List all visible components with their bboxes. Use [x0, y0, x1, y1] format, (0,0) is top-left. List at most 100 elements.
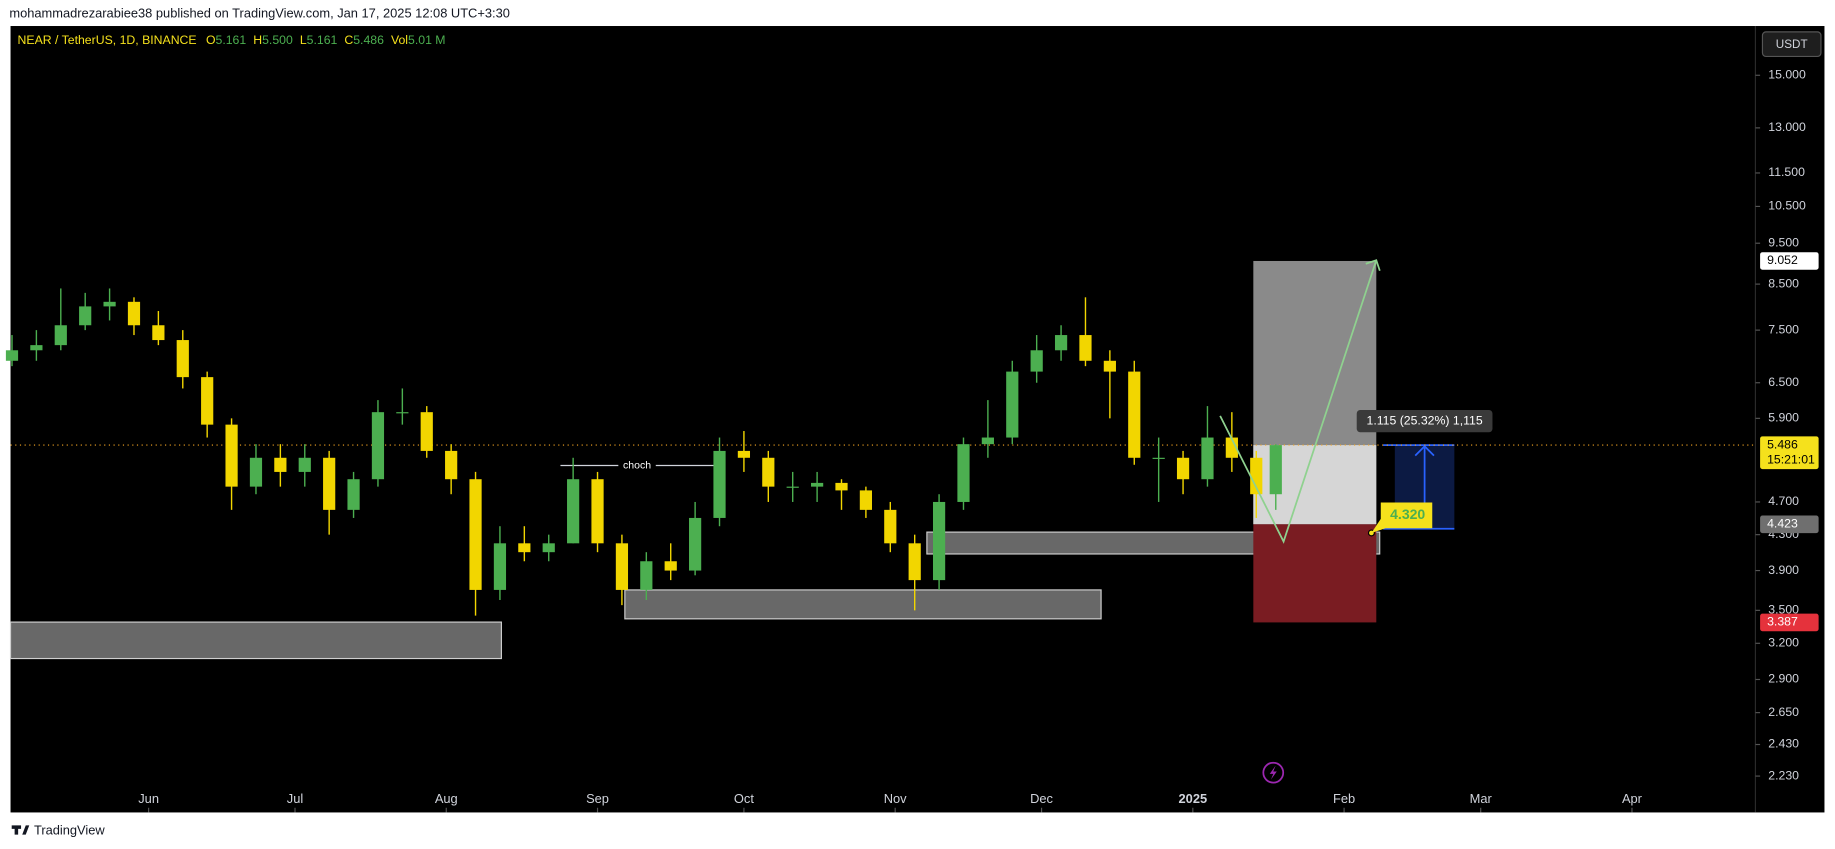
candle-body	[420, 412, 433, 451]
candle-body	[737, 450, 751, 458]
candle-body	[152, 325, 165, 341]
y-tick-label: 3.500	[1768, 603, 1799, 617]
legend-symbol: NEAR / TetherUS, 1D, BINANCE	[18, 33, 197, 47]
candle-body	[615, 543, 629, 590]
legend-value: 5.161	[307, 33, 338, 47]
bolt-icon[interactable]	[1262, 761, 1285, 784]
header: mohammadrezarabiee38 published on Tradin…	[9, 6, 510, 21]
candle-body	[1176, 457, 1190, 480]
y-tick-label: 2.900	[1768, 672, 1799, 686]
measure-arrowhead	[1414, 445, 1435, 457]
currency: USDT	[1776, 38, 1808, 51]
y-tick-label: 5.900	[1768, 411, 1799, 425]
candle-body	[1250, 457, 1263, 495]
candle-body	[1030, 350, 1043, 372]
candle-body	[713, 450, 726, 518]
x-tick-label: Jun	[138, 791, 159, 806]
choch-label-bg	[618, 458, 656, 473]
candle-body	[1201, 437, 1214, 480]
candle-body	[176, 340, 189, 378]
plot-layer: 15.000 13.000 11.500 10.500 9.500 8.500 7.500 6…	[5, 33, 1819, 813]
candle-body	[249, 457, 263, 487]
projection-path	[1219, 259, 1378, 544]
y-tick-label: 3.900	[1768, 563, 1799, 577]
candle-body	[1054, 335, 1068, 351]
candle-body	[225, 424, 238, 487]
y-tick-label: 9.500	[1768, 235, 1799, 249]
candle-body	[591, 479, 604, 544]
candle-body	[5, 350, 19, 361]
y-tick-label: 15.000	[1768, 68, 1806, 82]
price-label: 9.052	[1767, 253, 1798, 267]
candle-body	[1006, 371, 1019, 438]
candle-body	[957, 444, 970, 502]
price-label-bg	[1760, 613, 1819, 632]
candle-body	[371, 412, 385, 480]
x-tick-label: Jul	[287, 791, 303, 806]
x-tick-label: Nov	[884, 791, 907, 806]
stop-zone	[1253, 524, 1377, 623]
candle-body	[762, 457, 775, 487]
legend-label: Vol	[391, 33, 408, 47]
candle-body	[786, 486, 799, 488]
legend-label: C	[344, 33, 353, 47]
x-tick-label: Sep	[586, 791, 609, 806]
y-tick-label: 8.500	[1768, 276, 1799, 290]
candle-body	[1103, 360, 1116, 372]
y-tick-label: 3.200	[1768, 636, 1799, 650]
candle-body	[981, 437, 994, 445]
footer: TradingView	[34, 823, 105, 838]
plot-background	[10, 26, 1825, 813]
y-tick-label: 7.500	[1768, 322, 1799, 336]
projection-arrowhead	[1365, 259, 1381, 272]
price-label: 5.486	[1767, 437, 1798, 451]
candle-body	[347, 479, 360, 510]
legend-value: 5.01 M	[408, 33, 446, 47]
candle-body	[1225, 437, 1238, 458]
measure-label: 1.115 (25.32%) 1,115	[1367, 413, 1483, 427]
candle-body	[445, 450, 458, 480]
legend: NEAR / TetherUS, 1D, BINANCE O5.161 H5.500…	[18, 33, 446, 47]
choch-label: choch	[623, 459, 651, 471]
candle-body	[30, 345, 43, 351]
legend-label: H	[253, 33, 262, 47]
candle-body	[493, 543, 507, 590]
candle-body	[201, 377, 214, 425]
price-label-bg	[1760, 515, 1819, 534]
candle-body	[542, 543, 555, 553]
price-label-bg	[1760, 436, 1819, 470]
price-countdown: 15:21:01	[1767, 453, 1815, 467]
candle-body	[859, 490, 872, 510]
candle-body	[811, 482, 824, 487]
candle-body	[664, 561, 677, 571]
y-tick-label: 2.430	[1768, 737, 1799, 751]
y-tick-label: 4.700	[1768, 494, 1799, 508]
x-tick-label: Feb	[1333, 791, 1355, 806]
legend-label: L	[300, 33, 307, 47]
measure-label-bg	[1356, 409, 1493, 433]
footer-logo	[11, 825, 30, 835]
candle-body	[1269, 445, 1282, 495]
legend-value: 5.500	[262, 33, 293, 47]
candle-body	[396, 412, 409, 414]
x-tick-label: Dec	[1030, 791, 1053, 806]
y-tick-label: 13.000	[1768, 120, 1806, 134]
legend-label: O	[206, 33, 216, 47]
x-tick-label: Mar	[1470, 791, 1493, 806]
currency-box[interactable]: USDT	[1761, 31, 1822, 58]
candle-body	[127, 301, 141, 326]
x-tick-label: 2025	[1179, 791, 1208, 806]
callout-bubble	[1371, 502, 1433, 533]
legend-value: 5.161	[216, 33, 247, 47]
candle-body	[323, 457, 336, 510]
candle-body	[908, 543, 921, 581]
price-label: 3.387	[1767, 615, 1798, 629]
candle-body	[640, 561, 653, 590]
candle-body	[518, 543, 531, 553]
y-tick-label: 6.500	[1768, 375, 1799, 389]
zone	[624, 589, 1102, 620]
candle-body	[835, 482, 848, 491]
candle-body	[567, 479, 580, 544]
candle-body	[274, 457, 287, 472]
